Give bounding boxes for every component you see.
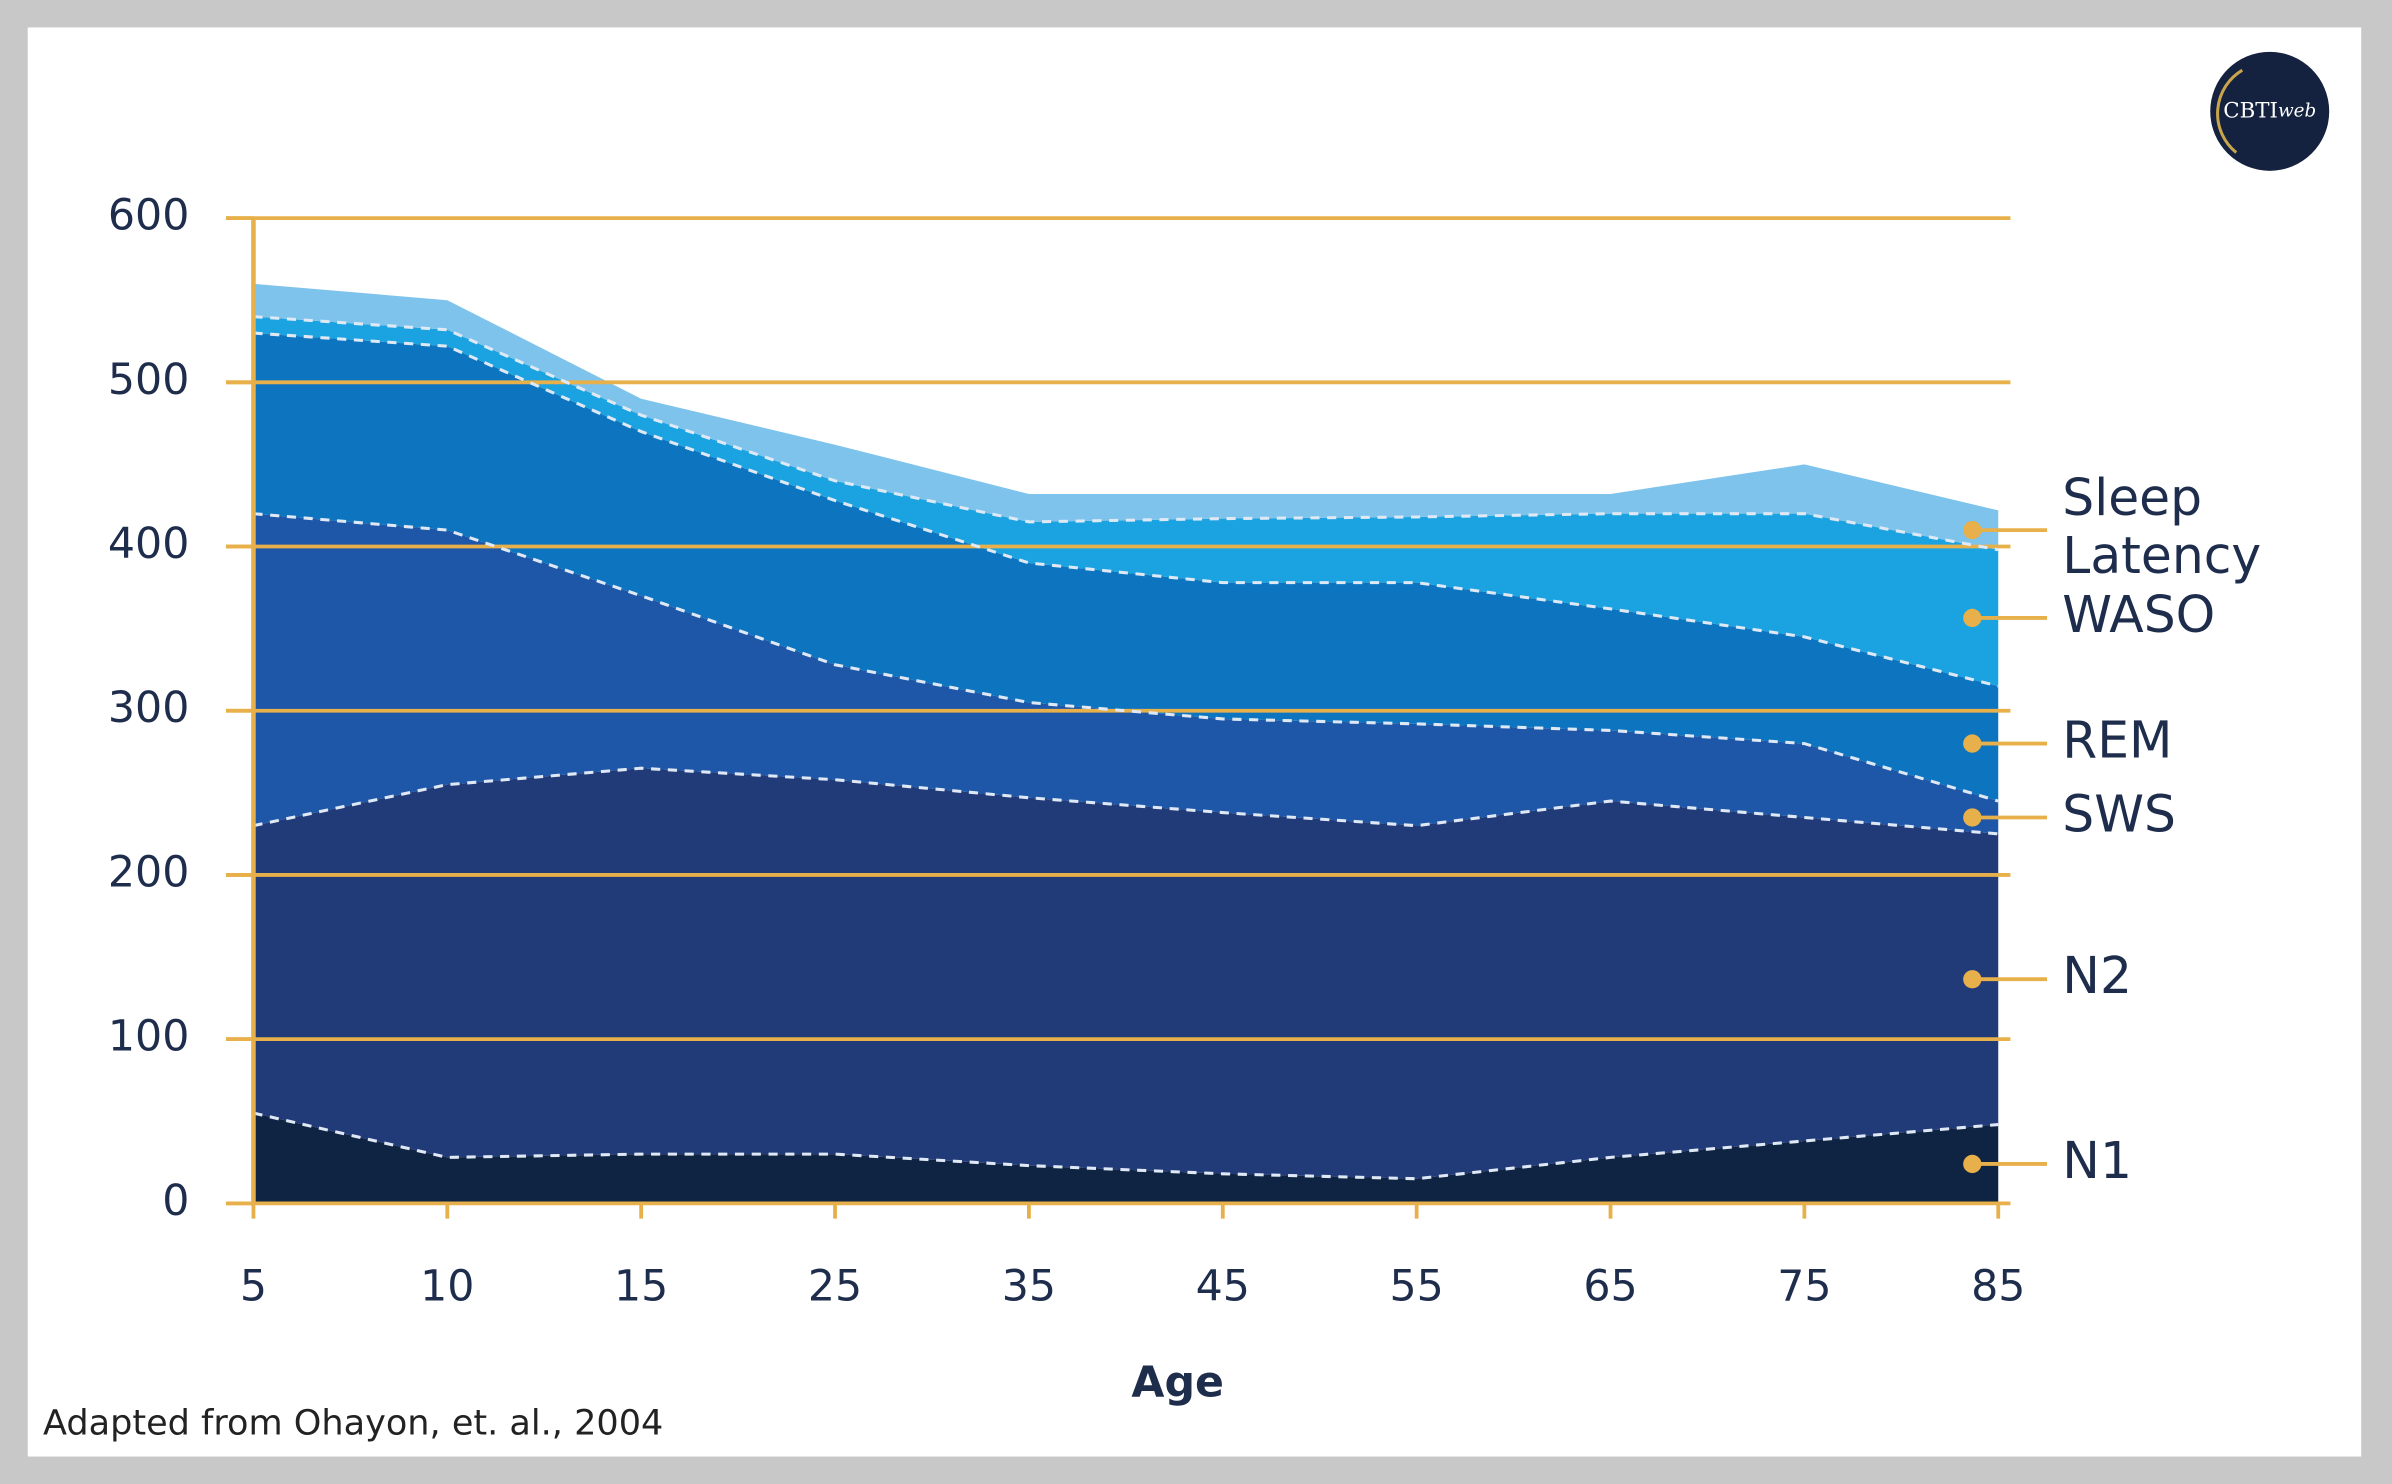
legend-dot: [1963, 520, 1982, 540]
x-tick-label: 15: [614, 1261, 668, 1311]
legend-dot: [1963, 1154, 1982, 1174]
legend-label-line: N2: [2062, 946, 2132, 1005]
area: [253, 283, 1999, 550]
y-tick-label: 100: [108, 1012, 189, 1062]
x-tick-label: 65: [1583, 1261, 1637, 1311]
x-tick-label: 55: [1389, 1261, 1443, 1311]
area: [253, 768, 1999, 1179]
logo-arc: [2216, 68, 2244, 154]
legend-label: SWS: [2062, 784, 2176, 843]
logo-text: CBTIweb: [2223, 98, 2316, 123]
logo-suffix: web: [2278, 100, 2316, 121]
boundary-line: [253, 331, 1999, 688]
logo-circle: [2210, 51, 2330, 171]
legend-label: WASO: [2062, 584, 2215, 643]
legend-dot: [1963, 970, 1982, 989]
legend-label-line: Sleep: [2062, 468, 2202, 527]
y-tick-label: 500: [108, 355, 189, 405]
y-tick-label: 0: [162, 1176, 189, 1226]
boundary-line: [253, 512, 1999, 803]
boundary-line: [253, 766, 1999, 836]
legend-label-line: REM: [2062, 710, 2172, 769]
legend-dot: [1963, 608, 1982, 628]
boundary-line: [253, 1111, 1999, 1181]
legend-label: REM: [2062, 710, 2172, 769]
area: [253, 1113, 1999, 1204]
source-note: Adapted from Ohayon, et. al., 2004: [43, 1403, 663, 1444]
legend-label-line: N1: [2062, 1130, 2132, 1189]
y-tick-label: 200: [108, 847, 189, 897]
logo-main: CBTI: [2223, 98, 2278, 123]
x-tick-label: 45: [1196, 1261, 1250, 1311]
x-tick-label: 25: [808, 1261, 862, 1311]
legend-label-line: SWS: [2062, 784, 2176, 843]
area: [253, 513, 1999, 834]
logo: CBTIweb: [2210, 51, 2330, 171]
x-tick-label: 85: [1971, 1261, 2025, 1311]
boundary-line: [253, 315, 1999, 552]
legend-label: N1: [2062, 1130, 2132, 1189]
x-tick-label: 5: [240, 1261, 267, 1311]
x-tick-label: 35: [1002, 1261, 1056, 1311]
x-tick-label: 75: [1777, 1261, 1831, 1311]
x-tick-label: 10: [420, 1261, 474, 1311]
y-tick-label: 600: [108, 191, 189, 241]
y-tick-label: 300: [108, 683, 189, 733]
legend-label: Sleep Latency: [2062, 468, 2261, 585]
area: [253, 316, 1999, 687]
x-axis-label: Age: [1131, 1357, 1224, 1407]
legend-dot: [1963, 808, 1982, 827]
y-tick-label: 400: [108, 519, 189, 569]
legend-dot: [1963, 734, 1982, 753]
legend-label-line: Latency: [2062, 526, 2261, 585]
legend-label: N2: [2062, 946, 2132, 1005]
legend-label-line: WASO: [2062, 584, 2215, 643]
